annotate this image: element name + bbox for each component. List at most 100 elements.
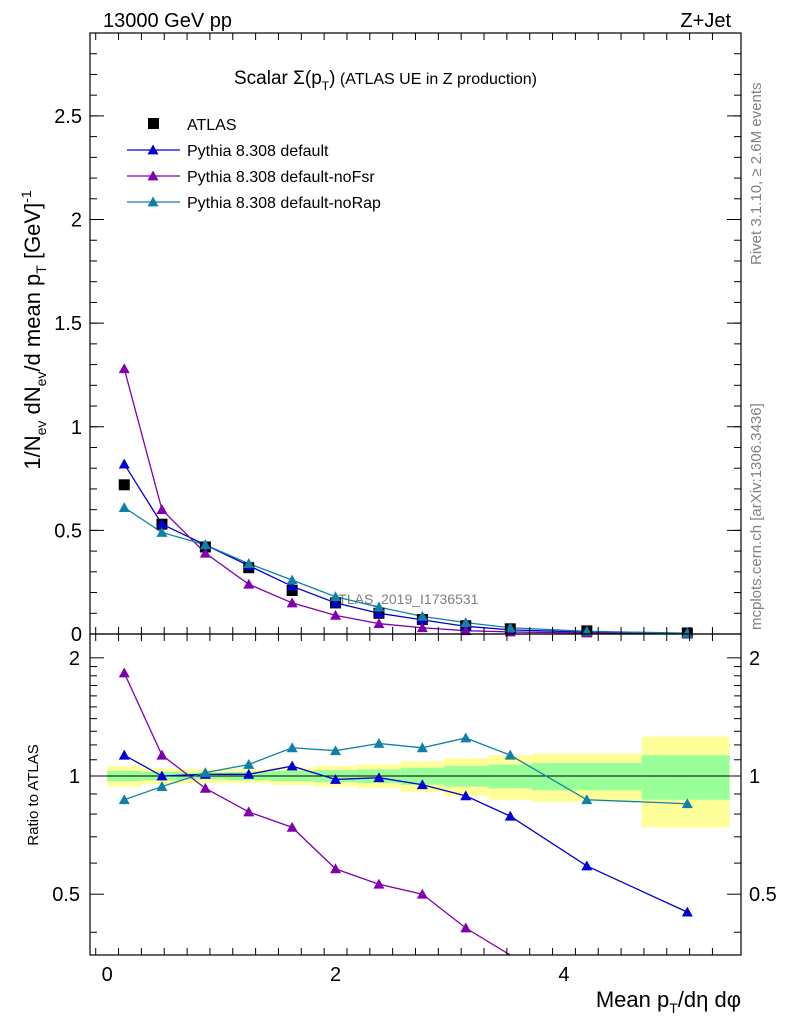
ratio-point-default [118, 749, 130, 760]
ratio-xlabel: Mean pT/dη dφ [596, 987, 741, 1016]
legend-marker-atlas [148, 118, 159, 129]
ratio-point-noRap [373, 738, 385, 748]
ratio-point-noRap [286, 742, 298, 753]
data-point-default [156, 518, 168, 529]
analysis-watermark: ATLAS_2019_I1736531 [330, 591, 479, 607]
ratio-point-default [416, 779, 428, 790]
ratio-point-default [330, 773, 342, 784]
ratio-point-noRap [681, 798, 693, 809]
data-point-default [330, 597, 342, 608]
mcplots-label: mcplots.cern.ch [arXiv:1306.3436] [748, 403, 765, 630]
data-point-noRap [199, 539, 211, 550]
data-point-noRap [330, 591, 342, 602]
ratio-point-noFsr [416, 888, 428, 899]
ratio-ytick-label: 1 [69, 766, 80, 788]
data-point-noRap [286, 574, 298, 585]
legend-label: Pythia 8.308 default-noFsr [187, 169, 375, 186]
series-line-default [123, 463, 688, 635]
header-energy: 13000 GeV pp [103, 10, 232, 32]
ratio-point-noFsr [156, 749, 168, 760]
ratio-point-default [373, 772, 385, 783]
data-point-noRap [416, 610, 428, 621]
main-ytick-label: 1 [71, 417, 82, 439]
ratio-point-noRap [504, 749, 516, 760]
ratio-point-noFsr [460, 922, 472, 933]
main-panel: 0 0.5 1 1.5 2 2.5 [54, 32, 742, 646]
legend-label: ATLAS [187, 117, 237, 134]
data-point-noFsr [243, 578, 255, 589]
data-point-noFsr [156, 504, 168, 515]
ratio-point-default [581, 860, 593, 871]
ratio-xtick-label: 2 [330, 964, 341, 986]
ratio-line-noFsr [123, 672, 511, 956]
main-ylabel: 1/Nev dNev/d mean pT [GeV]-1 [18, 190, 49, 470]
data-point-noRap [118, 502, 130, 512]
data-point-default [286, 580, 298, 591]
ratio-point-default [243, 768, 255, 779]
ratio-ytick-label-right: 2 [749, 648, 760, 670]
data-point-noFsr [460, 625, 472, 636]
ratio-point-noRap [118, 794, 130, 805]
ratio-xtick-label: 0 [102, 964, 113, 986]
chart-title: Scalar Σ(pT) (ATLAS UE in Z production) [234, 68, 537, 93]
ratio-point-default [156, 770, 168, 781]
ratio-point-noFsr [199, 782, 211, 793]
legend-marker-noRap [147, 196, 159, 207]
data-point-noFsr [416, 622, 428, 633]
ratio-panel: 0 2 4 0.5 0.5 1 1 2 2 [52, 633, 777, 986]
rivet-label: Rivet 3.1.10, ≥ 2.6M events [748, 83, 765, 266]
ratio-ytick-label-right: 1 [749, 766, 760, 788]
ratio-point-noFsr [243, 806, 255, 817]
ratio-point-noRap [581, 794, 593, 805]
data-point-noRap [156, 526, 168, 537]
main-ytick-label: 2.5 [54, 106, 82, 128]
ratio-point-noRap [243, 758, 255, 769]
ratio-line-noRap [124, 737, 688, 805]
series-line-noFsr [123, 368, 688, 635]
data-point-noRap [504, 622, 516, 633]
ratio-ytick-label: 2 [69, 648, 80, 670]
main-ytick-label: 0 [71, 624, 82, 646]
header-process: Z+Jet [680, 10, 731, 32]
ratio-point-noFsr [118, 667, 130, 678]
legend: ATLAS Pythia 8.308 default Pythia 8.308 de… [127, 117, 381, 212]
ratio-point-default [681, 906, 693, 917]
data-point-noRap [581, 625, 593, 636]
ratio-point-noRap [199, 767, 211, 778]
data-point-atlas [118, 479, 130, 491]
ratio-ytick-label: 0.5 [52, 884, 80, 906]
ratio-point-noRap [156, 781, 168, 791]
data-point-noRap [460, 617, 472, 628]
data-point-default [118, 458, 130, 469]
data-point-noRap [373, 601, 385, 612]
main-ytick-label: 1.5 [54, 313, 82, 335]
data-point-default [373, 607, 385, 618]
ratio-band-green [531, 762, 642, 791]
ratio-ylabel: Ratio to ATLAS [25, 744, 42, 845]
legend-marker-noFsr [147, 170, 159, 181]
main-ytick-label: 2 [71, 210, 82, 232]
ratio-point-noFsr [373, 878, 385, 889]
legend-label: Pythia 8.308 default-noRap [187, 195, 381, 212]
series-line-noRap [123, 507, 688, 634]
legend-marker-default [147, 144, 159, 155]
ratio-point-noRap [330, 745, 342, 756]
ratio-point-default [504, 810, 516, 821]
main-ytick-label: 0.5 [54, 520, 82, 542]
legend-label: Pythia 8.308 default [187, 143, 329, 160]
ratio-point-default [286, 760, 298, 771]
ratio-point-noRap [460, 732, 472, 743]
data-point-noFsr [199, 547, 211, 558]
ratio-point-noFsr [330, 863, 342, 874]
ratio-point-default [460, 790, 472, 801]
ratio-xtick-label: 4 [558, 964, 569, 986]
data-point-noFsr [286, 597, 298, 608]
ratio-band-green [641, 755, 730, 800]
ratio-ytick-label-right: 0.5 [749, 884, 777, 906]
data-point-noFsr [330, 609, 342, 620]
data-point-noFsr [373, 618, 385, 629]
ratio-point-noFsr [286, 821, 298, 832]
data-point-noRap [243, 558, 255, 568]
ratio-point-noRap [416, 742, 428, 753]
